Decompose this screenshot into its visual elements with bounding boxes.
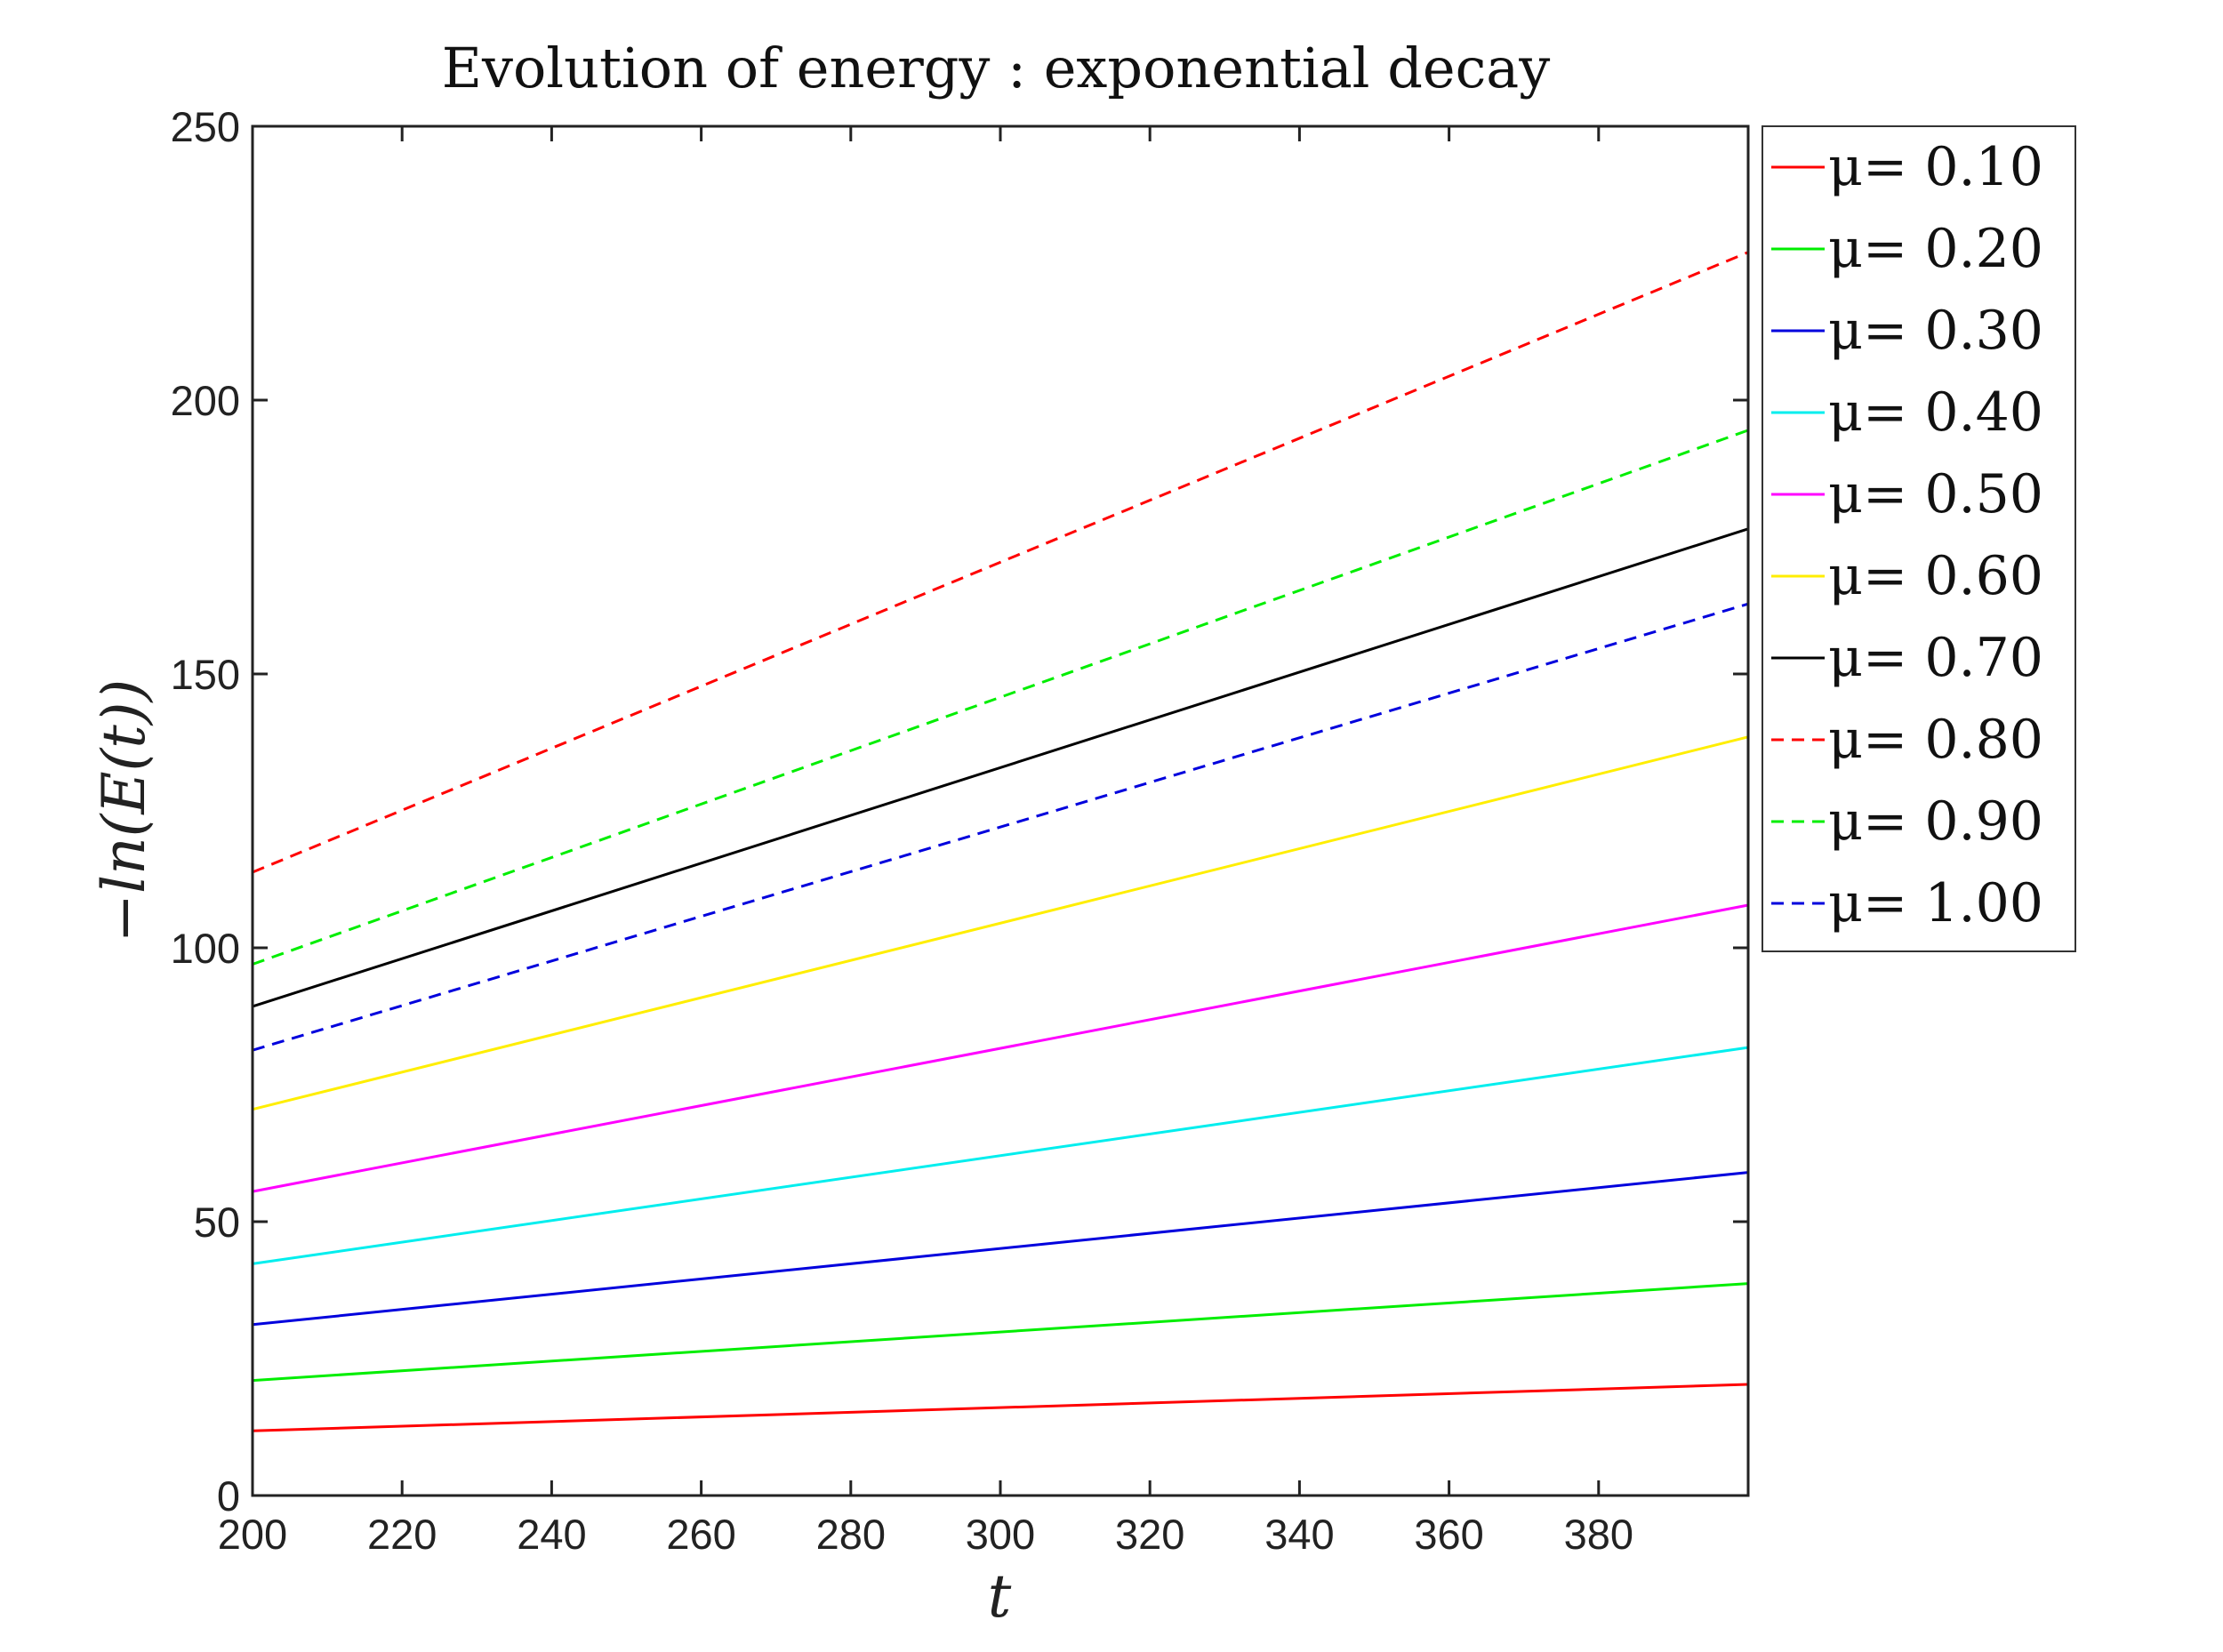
legend-box [1762,125,2076,952]
legend-label: μ= 0.40 [1828,381,2043,444]
y-axis-label: −ln(E(t)) [90,679,158,943]
x-tick-label: 340 [1264,1511,1334,1558]
x-tick-label: 360 [1414,1511,1483,1558]
y-tick-label: 50 [194,1199,240,1246]
series-line-0-40 [252,1046,1749,1265]
x-tick-label: 320 [1115,1511,1184,1558]
x-tick-label: 260 [666,1511,735,1558]
x-tick-label: 220 [367,1511,437,1558]
series-line-0-80 [252,251,1749,874]
y-tick-label: 250 [171,103,240,150]
series-line-0-90 [252,429,1749,966]
x-tick-label: 380 [1564,1511,1633,1558]
x-tick-label: 200 [218,1511,287,1558]
x-tick-label: 240 [517,1511,586,1558]
legend-label: μ= 1.00 [1828,872,2043,934]
series-line-0-20 [252,1282,1749,1383]
series-line-0-10 [252,1383,1749,1432]
series-lines [252,251,1749,1432]
legend-label: μ= 0.30 [1828,300,2043,362]
chart-title: Evolution of energy : exponential decay [442,36,1551,100]
legend-label: μ= 0.50 [1828,463,2043,525]
x-axis-ticks: 200 220 240 260 280 300 320 340 360 380 [218,126,1633,1558]
legend-label: μ= 0.20 [1828,218,2043,280]
series-line-0-30 [252,1171,1749,1327]
legend-label: μ= 0.60 [1828,545,2043,607]
legend-label: μ= 0.70 [1828,627,2043,689]
x-tick-label: 280 [816,1511,886,1558]
y-tick-label: 0 [217,1472,240,1520]
y-axis-ticks: 0 50 100 150 200 250 [171,103,1748,1520]
x-tick-label: 300 [966,1511,1035,1558]
legend-label: μ= 0.80 [1828,709,2043,771]
y-tick-label: 200 [171,377,240,424]
legend-label: μ= 0.10 [1828,136,2043,198]
series-line-0-70 [252,527,1749,1008]
legend-label: μ= 0.90 [1828,790,2043,853]
y-tick-label: 150 [171,651,240,698]
y-tick-label: 100 [171,925,240,972]
series-line-1-00 [252,602,1749,1052]
series-line-0-50 [252,903,1749,1193]
series-line-0-60 [252,735,1749,1111]
legend: μ= 0.10 μ= 0.20 μ= 0.30 μ= 0.40 μ= 0.50 μ= 0.… [1762,125,2076,952]
x-axis-label: t [988,1562,1012,1631]
plot-area-frame [251,124,1750,1497]
